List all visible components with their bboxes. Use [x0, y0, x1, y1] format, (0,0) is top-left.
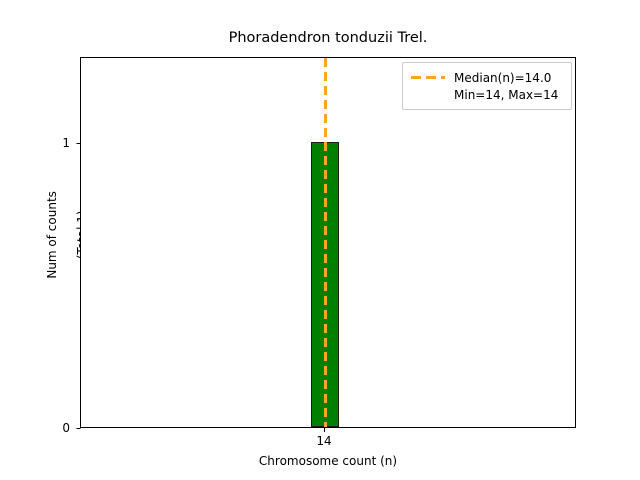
legend-label-median: Median(n)=14.0	[454, 70, 552, 85]
plot-inner	[81, 58, 575, 427]
y-axis-label-line1: Num of counts	[45, 191, 59, 279]
plot-area	[80, 57, 576, 428]
legend-label-minmax: Min=14, Max=14	[454, 87, 559, 102]
y-axis-label: Num of counts (Total 1)	[30, 57, 89, 428]
y-tick-label-0: 0	[62, 421, 70, 435]
x-tick-label-14: 14	[316, 434, 332, 448]
y-tick-label-1: 1	[62, 136, 70, 150]
dashed-line-icon	[411, 76, 445, 79]
x-axis-label: Chromosome count (n)	[258, 454, 398, 468]
chart-title: Phoradendron tonduzii Trel.	[228, 30, 428, 46]
legend-entry-median: Median(n)=14.0	[411, 69, 563, 86]
y-tick-mark-0	[76, 427, 80, 429]
legend: Median(n)=14.0 Min=14, Max=14	[402, 62, 572, 110]
x-tick-mark-14	[323, 428, 325, 432]
median-line	[323, 58, 327, 427]
y-tick-mark-1	[76, 142, 80, 144]
legend-entry-minmax: Min=14, Max=14	[411, 86, 563, 103]
blank-swatch-icon	[411, 93, 445, 96]
